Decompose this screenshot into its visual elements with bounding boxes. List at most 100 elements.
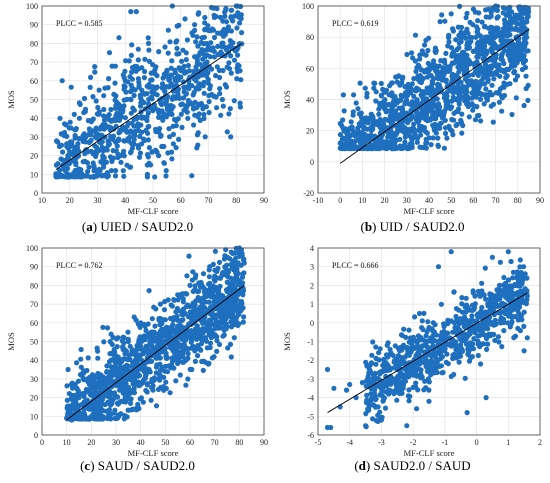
data-point bbox=[227, 106, 233, 112]
x-tick-label: 20 bbox=[87, 438, 95, 447]
y-tick-label: -3 bbox=[307, 375, 314, 384]
data-point bbox=[435, 135, 441, 141]
data-point bbox=[183, 91, 189, 97]
data-point bbox=[443, 98, 449, 104]
plcc-annotation-c: PLCC = 0.762 bbox=[56, 261, 103, 270]
data-point bbox=[396, 375, 402, 381]
data-point bbox=[389, 80, 395, 86]
data-point bbox=[112, 80, 118, 86]
data-point bbox=[92, 69, 98, 75]
data-points-b bbox=[337, 3, 532, 152]
data-point bbox=[128, 388, 134, 394]
data-point bbox=[146, 47, 152, 53]
data-point bbox=[347, 146, 353, 152]
data-point bbox=[131, 377, 137, 383]
data-point bbox=[212, 312, 218, 318]
y-tick-label: 30 bbox=[30, 133, 38, 142]
data-point bbox=[514, 275, 520, 281]
data-point bbox=[223, 7, 229, 13]
data-point bbox=[427, 345, 433, 351]
data-point bbox=[184, 273, 190, 279]
data-point bbox=[497, 294, 503, 300]
data-point bbox=[512, 314, 518, 320]
data-point bbox=[234, 266, 240, 272]
data-point bbox=[59, 78, 65, 84]
data-point bbox=[432, 352, 438, 358]
data-point bbox=[142, 323, 148, 329]
data-point bbox=[199, 72, 205, 78]
data-point bbox=[346, 137, 352, 143]
data-point bbox=[157, 301, 163, 307]
data-point bbox=[368, 360, 374, 367]
data-point bbox=[489, 301, 495, 307]
data-point bbox=[331, 385, 337, 391]
data-point bbox=[188, 332, 194, 338]
data-point bbox=[170, 322, 176, 328]
data-point bbox=[488, 24, 494, 30]
data-point bbox=[418, 367, 424, 373]
data-point bbox=[402, 99, 409, 105]
data-point bbox=[128, 82, 134, 88]
data-point bbox=[424, 90, 430, 96]
data-point bbox=[363, 378, 369, 384]
data-point bbox=[173, 145, 179, 151]
data-point bbox=[219, 44, 225, 50]
data-point bbox=[447, 127, 453, 133]
data-point bbox=[56, 143, 63, 150]
x-tick-label: 90 bbox=[260, 196, 268, 205]
data-point bbox=[182, 16, 188, 22]
plcc-annotation-a: PLCC = 0.585 bbox=[56, 19, 103, 28]
data-point bbox=[523, 85, 529, 92]
data-point bbox=[179, 101, 185, 107]
data-point bbox=[437, 356, 444, 362]
data-point bbox=[364, 90, 370, 96]
data-point bbox=[376, 350, 382, 356]
data-point bbox=[458, 29, 464, 35]
data-point bbox=[217, 14, 224, 20]
data-point bbox=[104, 369, 110, 375]
data-point bbox=[382, 405, 389, 411]
data-point bbox=[463, 302, 469, 308]
data-point bbox=[167, 39, 173, 45]
data-point bbox=[183, 50, 189, 56]
data-point bbox=[173, 118, 179, 124]
data-point bbox=[233, 270, 239, 276]
data-point bbox=[441, 108, 448, 114]
data-point bbox=[190, 303, 196, 309]
data-point bbox=[108, 168, 114, 174]
data-point bbox=[80, 173, 86, 179]
data-point bbox=[415, 73, 421, 79]
data-point bbox=[153, 306, 159, 312]
x-tick-label: 90 bbox=[536, 196, 544, 205]
x-tick-label: 70 bbox=[211, 438, 219, 447]
data-point bbox=[490, 294, 496, 301]
data-point bbox=[479, 341, 485, 347]
data-point bbox=[438, 333, 444, 339]
x-tick-label: 70 bbox=[205, 196, 213, 205]
data-point bbox=[128, 149, 134, 155]
data-point bbox=[144, 117, 150, 124]
y-tick-label: 0 bbox=[34, 189, 38, 198]
data-point bbox=[421, 127, 427, 133]
data-point bbox=[165, 327, 171, 333]
data-point bbox=[443, 50, 449, 57]
data-point bbox=[202, 26, 208, 32]
data-point bbox=[473, 78, 479, 84]
data-point bbox=[423, 136, 429, 142]
data-point bbox=[413, 380, 419, 386]
data-point bbox=[206, 317, 212, 323]
data-point bbox=[368, 398, 374, 404]
data-point bbox=[475, 26, 481, 32]
data-point bbox=[138, 100, 144, 106]
y-tick-label: 70 bbox=[30, 300, 38, 309]
data-point bbox=[490, 42, 496, 48]
data-point bbox=[416, 64, 422, 70]
data-point bbox=[337, 140, 343, 146]
data-point bbox=[475, 90, 481, 97]
data-point bbox=[376, 370, 382, 376]
data-point bbox=[456, 320, 462, 326]
data-point bbox=[378, 92, 384, 98]
data-point bbox=[185, 376, 191, 382]
data-point bbox=[447, 335, 453, 341]
data-point bbox=[111, 91, 117, 97]
